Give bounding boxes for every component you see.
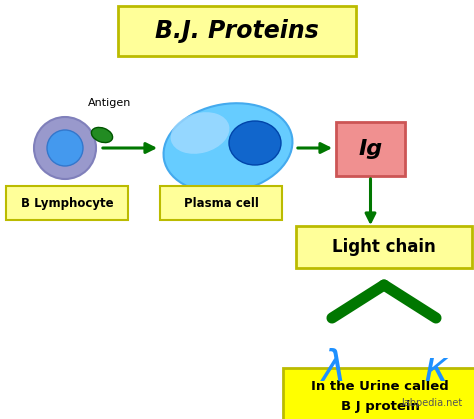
- Text: B Lymphocyte: B Lymphocyte: [21, 197, 113, 210]
- Text: $\lambda$: $\lambda$: [320, 348, 344, 390]
- FancyBboxPatch shape: [283, 368, 474, 419]
- Ellipse shape: [91, 127, 113, 142]
- Text: In the Urine called: In the Urine called: [311, 380, 449, 393]
- Text: Light chain: Light chain: [332, 238, 436, 256]
- Text: labpedia.net: labpedia.net: [401, 398, 462, 408]
- FancyBboxPatch shape: [118, 6, 356, 56]
- Text: Antigen: Antigen: [88, 98, 132, 108]
- Ellipse shape: [171, 112, 229, 154]
- FancyBboxPatch shape: [6, 186, 128, 220]
- FancyBboxPatch shape: [336, 122, 405, 176]
- Text: Ig: Ig: [358, 139, 383, 159]
- FancyBboxPatch shape: [296, 226, 472, 268]
- Ellipse shape: [34, 117, 96, 179]
- Text: B.J. Proteins: B.J. Proteins: [155, 19, 319, 43]
- Ellipse shape: [229, 121, 281, 165]
- FancyBboxPatch shape: [160, 186, 282, 220]
- Text: Plasma cell: Plasma cell: [183, 197, 258, 210]
- Text: B J protein: B J protein: [340, 399, 419, 412]
- Text: $\kappa$: $\kappa$: [423, 348, 449, 390]
- Ellipse shape: [47, 130, 83, 166]
- Ellipse shape: [164, 103, 292, 193]
